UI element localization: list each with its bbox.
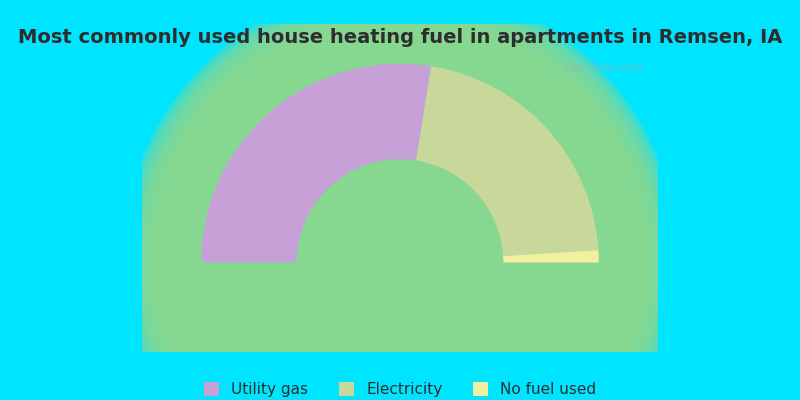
- Circle shape: [162, 24, 638, 400]
- Circle shape: [130, 0, 670, 400]
- Circle shape: [166, 29, 634, 400]
- Circle shape: [126, 0, 674, 400]
- Circle shape: [171, 34, 629, 400]
- Circle shape: [131, 0, 669, 400]
- Circle shape: [150, 13, 650, 400]
- Text: City-Data.com: City-Data.com: [563, 63, 643, 73]
- Circle shape: [176, 38, 624, 400]
- Circle shape: [134, 0, 666, 400]
- Circle shape: [170, 32, 630, 400]
- Circle shape: [147, 10, 653, 400]
- Circle shape: [178, 40, 622, 400]
- Wedge shape: [202, 64, 431, 262]
- Wedge shape: [503, 250, 598, 262]
- Circle shape: [163, 26, 637, 400]
- Wedge shape: [416, 66, 598, 256]
- Circle shape: [179, 42, 621, 400]
- Circle shape: [133, 0, 667, 400]
- Circle shape: [152, 14, 648, 400]
- Circle shape: [142, 5, 658, 400]
- Circle shape: [173, 35, 627, 400]
- Circle shape: [139, 2, 661, 400]
- Circle shape: [128, 0, 672, 400]
- Text: Most commonly used house heating fuel in apartments in Remsen, IA: Most commonly used house heating fuel in…: [18, 28, 782, 47]
- Circle shape: [136, 0, 664, 400]
- Circle shape: [146, 8, 654, 400]
- Circle shape: [181, 43, 619, 400]
- Circle shape: [174, 37, 626, 400]
- Circle shape: [155, 18, 645, 400]
- Circle shape: [138, 0, 662, 400]
- Circle shape: [168, 30, 632, 400]
- Circle shape: [184, 46, 616, 400]
- Circle shape: [182, 45, 618, 400]
- Circle shape: [122, 0, 678, 400]
- Circle shape: [154, 16, 646, 400]
- Circle shape: [144, 6, 656, 400]
- Circle shape: [157, 19, 643, 400]
- Legend: Utility gas, Electricity, No fuel used: Utility gas, Electricity, No fuel used: [198, 376, 602, 400]
- Circle shape: [149, 11, 651, 400]
- Circle shape: [165, 27, 635, 400]
- Circle shape: [160, 22, 640, 400]
- Circle shape: [125, 0, 675, 400]
- Circle shape: [141, 3, 659, 400]
- Circle shape: [158, 21, 642, 400]
- Circle shape: [123, 0, 677, 400]
